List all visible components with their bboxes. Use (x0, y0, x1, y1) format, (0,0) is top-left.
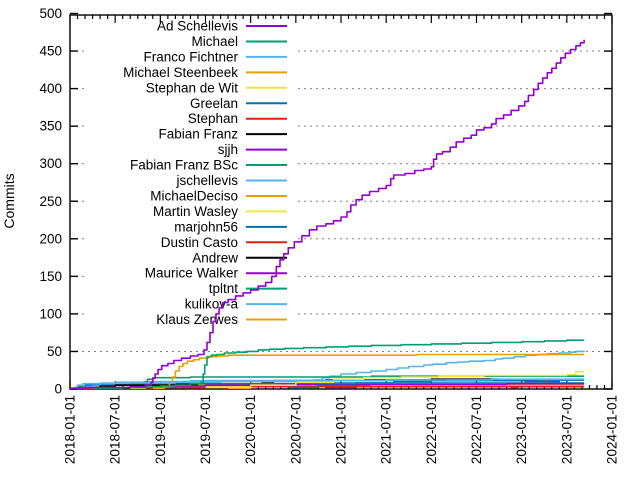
x-tick-label: 2022-01-01 (424, 395, 439, 464)
x-tick-label: 2019-01-01 (153, 395, 168, 464)
legend-label-sjjh: sjjh (218, 142, 238, 157)
y-tick-label: 100 (39, 306, 62, 321)
x-tick-label: 2023-01-01 (514, 395, 529, 464)
x-tick-label: 2024-01-01 (605, 395, 620, 464)
y-axis: 0 50 100 150 200 250 300 350 400 450 500 (39, 6, 612, 397)
y-tick-label: 300 (39, 156, 62, 171)
x-tick-label: 2019-07-01 (198, 395, 213, 464)
legend-label-fabian-franz: Fabian Franz (158, 127, 238, 142)
legend-label-michaeldeciso: MichaelDeciso (150, 188, 238, 203)
legend-label-andrew: Andrew (192, 250, 238, 265)
legend-label-michael: Michael (191, 34, 238, 49)
legend-label-martin-wasley: Martin Wasley (153, 204, 238, 219)
x-tick-label: 2020-01-01 (243, 395, 258, 464)
x-tick-label: 2020-07-01 (288, 395, 303, 464)
x-tick-label: 2023-07-01 (559, 395, 574, 464)
legend-label-fabian-franz-bsc: Fabian Franz BSc (130, 158, 238, 173)
legend-label-kulikov-a: kulikov-a (185, 297, 239, 312)
y-tick-label: 200 (39, 231, 62, 246)
series-stephan-de-wit (205, 370, 585, 389)
legend-label-dustin-casto: Dustin Casto (161, 235, 238, 250)
y-tick-label: 350 (39, 119, 62, 134)
y-tick-label: 50 (47, 344, 62, 359)
legend-label-michael-steenbeek: Michael Steenbeek (123, 65, 238, 80)
legend-background (86, 17, 294, 328)
x-tick-label: 2022-07-01 (469, 395, 484, 464)
legend-label-greelan: Greelan (190, 96, 238, 111)
series-franco-fichtner (73, 378, 585, 389)
legend-label-ad-schellevis: Ad Schellevis (157, 19, 238, 34)
x-tick-label: 2018-01-01 (63, 395, 78, 464)
x-tick-label: 2021-01-01 (334, 395, 349, 464)
legend-label-stephan: Stephan (188, 111, 238, 126)
series-lines (70, 39, 585, 389)
legend-label-maurice-walker: Maurice Walker (145, 266, 239, 281)
legend-label-stephan-de-wit: Stephan de Wit (146, 80, 239, 95)
y-axis-title: Commits (1, 173, 17, 228)
series-ad-schellevis (70, 39, 585, 389)
legend-label-marjohn56: marjohn56 (174, 219, 238, 234)
legend-label-tpltnt: tpltnt (209, 281, 239, 296)
legend-label-franco-fichtner: Franco Fichtner (143, 49, 238, 64)
y-tick-label: 250 (39, 194, 62, 209)
x-tick-label: 2018-07-01 (108, 395, 123, 464)
y-tick-label: 450 (39, 44, 62, 59)
y-tick-label: 400 (39, 81, 62, 96)
legend-label-jschellevis: jschellevis (175, 173, 238, 188)
y-tick-label: 500 (39, 6, 62, 21)
series-michael (92, 339, 585, 389)
x-tick-label: 2021-07-01 (379, 395, 394, 464)
y-tick-label: 150 (39, 269, 62, 284)
series-greelan (288, 379, 585, 389)
y-tick-label: 0 (54, 382, 62, 397)
x-axis: 2018-01-01 2018-07-01 2019-01-01 2019-07-01… (63, 15, 620, 464)
legend-label-klaus-zerwes: Klaus Zerwes (156, 312, 238, 327)
